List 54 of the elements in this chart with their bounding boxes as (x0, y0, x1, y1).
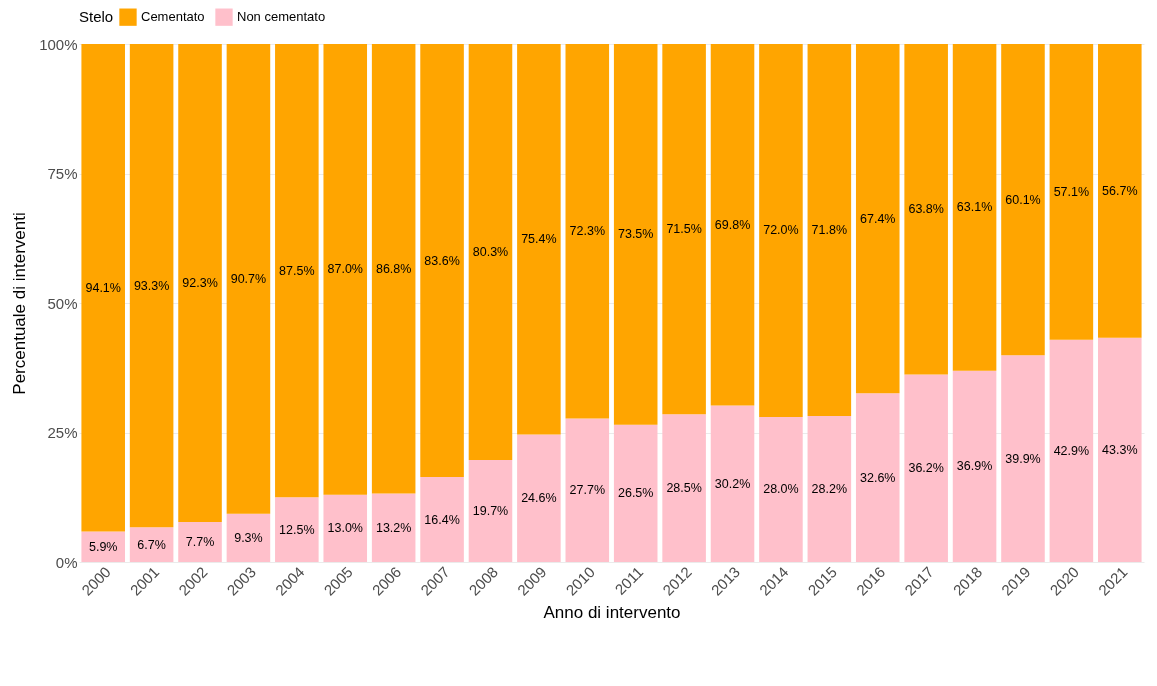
data-label: 80.3% (472, 244, 509, 259)
data-label: 27.7% (569, 483, 606, 498)
data-label: 16.4% (424, 512, 460, 527)
data-label: 36.9% (956, 459, 993, 474)
data-label: 39.9% (1005, 451, 1041, 466)
legend-title: Stelo (79, 8, 114, 25)
data-label: 63.1% (956, 200, 993, 215)
data-label: 57.1% (1053, 184, 1090, 199)
data-label: 92.3% (182, 276, 218, 291)
data-label: 87.5% (279, 263, 315, 278)
data-label: 63.8% (908, 202, 944, 217)
data-label: 60.1% (1005, 192, 1041, 207)
data-label: 73.5% (617, 227, 654, 242)
y-tick-label: 0% (55, 553, 78, 571)
data-label: 12.5% (279, 522, 315, 537)
data-label: 90.7% (230, 271, 267, 286)
data-label: 56.7% (1102, 183, 1138, 198)
data-label: 28.0% (763, 482, 799, 497)
y-axis-title: Percentuale di interventi (10, 212, 30, 395)
data-label: 36.2% (908, 461, 944, 476)
data-label: 69.8% (714, 217, 751, 232)
legend-label: Non cementato (237, 9, 326, 25)
data-label: 6.7% (137, 537, 166, 552)
data-label: 86.8% (375, 261, 412, 276)
data-label: 30.2% (714, 476, 751, 491)
data-label: 24.6% (521, 491, 557, 506)
data-label: 32.6% (860, 470, 896, 485)
x-axis-title: Anno di intervento (543, 602, 681, 622)
data-label: 83.6% (424, 253, 460, 268)
data-label: 72.0% (763, 223, 799, 238)
data-label: 13.2% (375, 520, 412, 535)
data-label: 13.0% (327, 521, 363, 536)
data-label: 43.3% (1102, 442, 1138, 457)
data-label: 28.5% (666, 481, 702, 496)
data-label: 71.8% (811, 222, 848, 237)
y-tick-label: 100% (39, 35, 78, 53)
y-tick-label: 50% (47, 294, 78, 312)
data-label: 42.9% (1053, 443, 1090, 458)
data-label: 87.0% (327, 262, 363, 277)
data-label: 72.3% (569, 224, 606, 239)
legend-label: Cementato (141, 9, 205, 25)
data-label: 7.7% (185, 535, 215, 550)
y-tick-label: 25% (47, 424, 78, 441)
data-label: 26.5% (617, 486, 654, 501)
y-tick-label: 75% (47, 165, 78, 182)
data-label: 71.5% (666, 222, 702, 237)
data-label: 94.1% (85, 280, 121, 295)
data-label: 28.2% (811, 481, 848, 496)
data-label: 5.9% (88, 539, 118, 554)
data-label: 67.4% (860, 211, 896, 226)
data-label: 75.4% (521, 232, 557, 247)
data-label: 19.7% (472, 503, 509, 518)
data-label: 93.3% (133, 278, 170, 293)
data-label: 9.3% (234, 530, 263, 545)
